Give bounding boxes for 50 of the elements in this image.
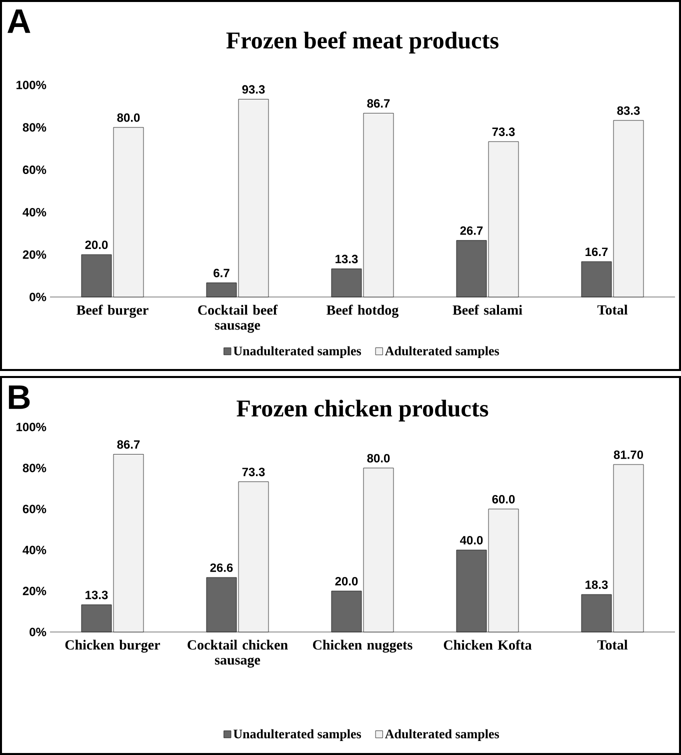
data-label: 73.3 bbox=[242, 468, 265, 476]
data-label: 26.6 bbox=[210, 563, 233, 572]
legend-label: Unadulterated samples bbox=[234, 346, 362, 358]
data-label: 83.3 bbox=[617, 106, 640, 115]
x-tick-label: Beef burger bbox=[76, 304, 148, 318]
data-label: 73.3 bbox=[492, 128, 515, 136]
y-tick-label: 100% bbox=[16, 80, 46, 90]
y-tick-label: 40% bbox=[22, 546, 46, 554]
x-tick-label: Total bbox=[597, 640, 628, 650]
x-tick-label: Chicken nuggets bbox=[313, 640, 412, 653]
chart-title: Frozen chicken products bbox=[236, 400, 488, 422]
data-label: 18.3 bbox=[586, 580, 608, 589]
y-tick-label: 80% bbox=[22, 123, 46, 132]
data-label: 81.70 bbox=[614, 450, 644, 459]
data-label: 93.3 bbox=[242, 85, 265, 94]
legend-label: Adulterated samples bbox=[385, 729, 500, 741]
y-tick-label: 40% bbox=[22, 208, 46, 216]
data-label: 60.0 bbox=[492, 494, 515, 504]
data-label: 86.7 bbox=[367, 99, 390, 108]
data-label: 20.0 bbox=[85, 240, 108, 250]
data-label: 86.7 bbox=[117, 440, 140, 449]
data-label: 80.0 bbox=[367, 454, 390, 462]
data-label: 80.0 bbox=[117, 113, 140, 122]
data-label: 40.0 bbox=[460, 536, 483, 544]
x-tick-label: Beef hotdog bbox=[326, 304, 399, 318]
chart-title: Frozen beef meat products bbox=[226, 31, 498, 54]
x-tick-label: Cocktail chicken sausage bbox=[188, 640, 288, 668]
x-tick-label: Cocktail beef sausage bbox=[198, 304, 278, 333]
y-tick-label: 20% bbox=[22, 250, 46, 259]
data-label: 16.7 bbox=[586, 248, 608, 256]
y-tick-label: 100% bbox=[16, 422, 46, 432]
data-label: 13.3 bbox=[86, 590, 108, 600]
text: A bbox=[8, 10, 30, 33]
y-tick-label: 60% bbox=[22, 504, 46, 514]
data-label: 26.7 bbox=[460, 226, 483, 235]
x-tick-label: Chicken Kofta bbox=[444, 640, 532, 650]
legend-label: Unadulterated samples bbox=[234, 729, 362, 741]
x-tick-label: Chicken burger bbox=[65, 640, 160, 653]
y-tick-label: 60% bbox=[22, 166, 46, 174]
data-label: 6.7 bbox=[214, 268, 230, 278]
text: B bbox=[8, 386, 30, 409]
y-tick-label: 80% bbox=[22, 464, 46, 472]
y-tick-label: 0% bbox=[30, 292, 46, 302]
y-tick-label: 20% bbox=[22, 586, 46, 596]
data-label: 13.3 bbox=[336, 254, 358, 264]
legend-label: Adulterated samples bbox=[385, 346, 500, 358]
x-tick-label: Total bbox=[597, 304, 628, 315]
data-label: 20.0 bbox=[335, 576, 358, 586]
y-tick-label: 0% bbox=[30, 628, 46, 636]
x-tick-label: Beef salami bbox=[452, 304, 522, 315]
